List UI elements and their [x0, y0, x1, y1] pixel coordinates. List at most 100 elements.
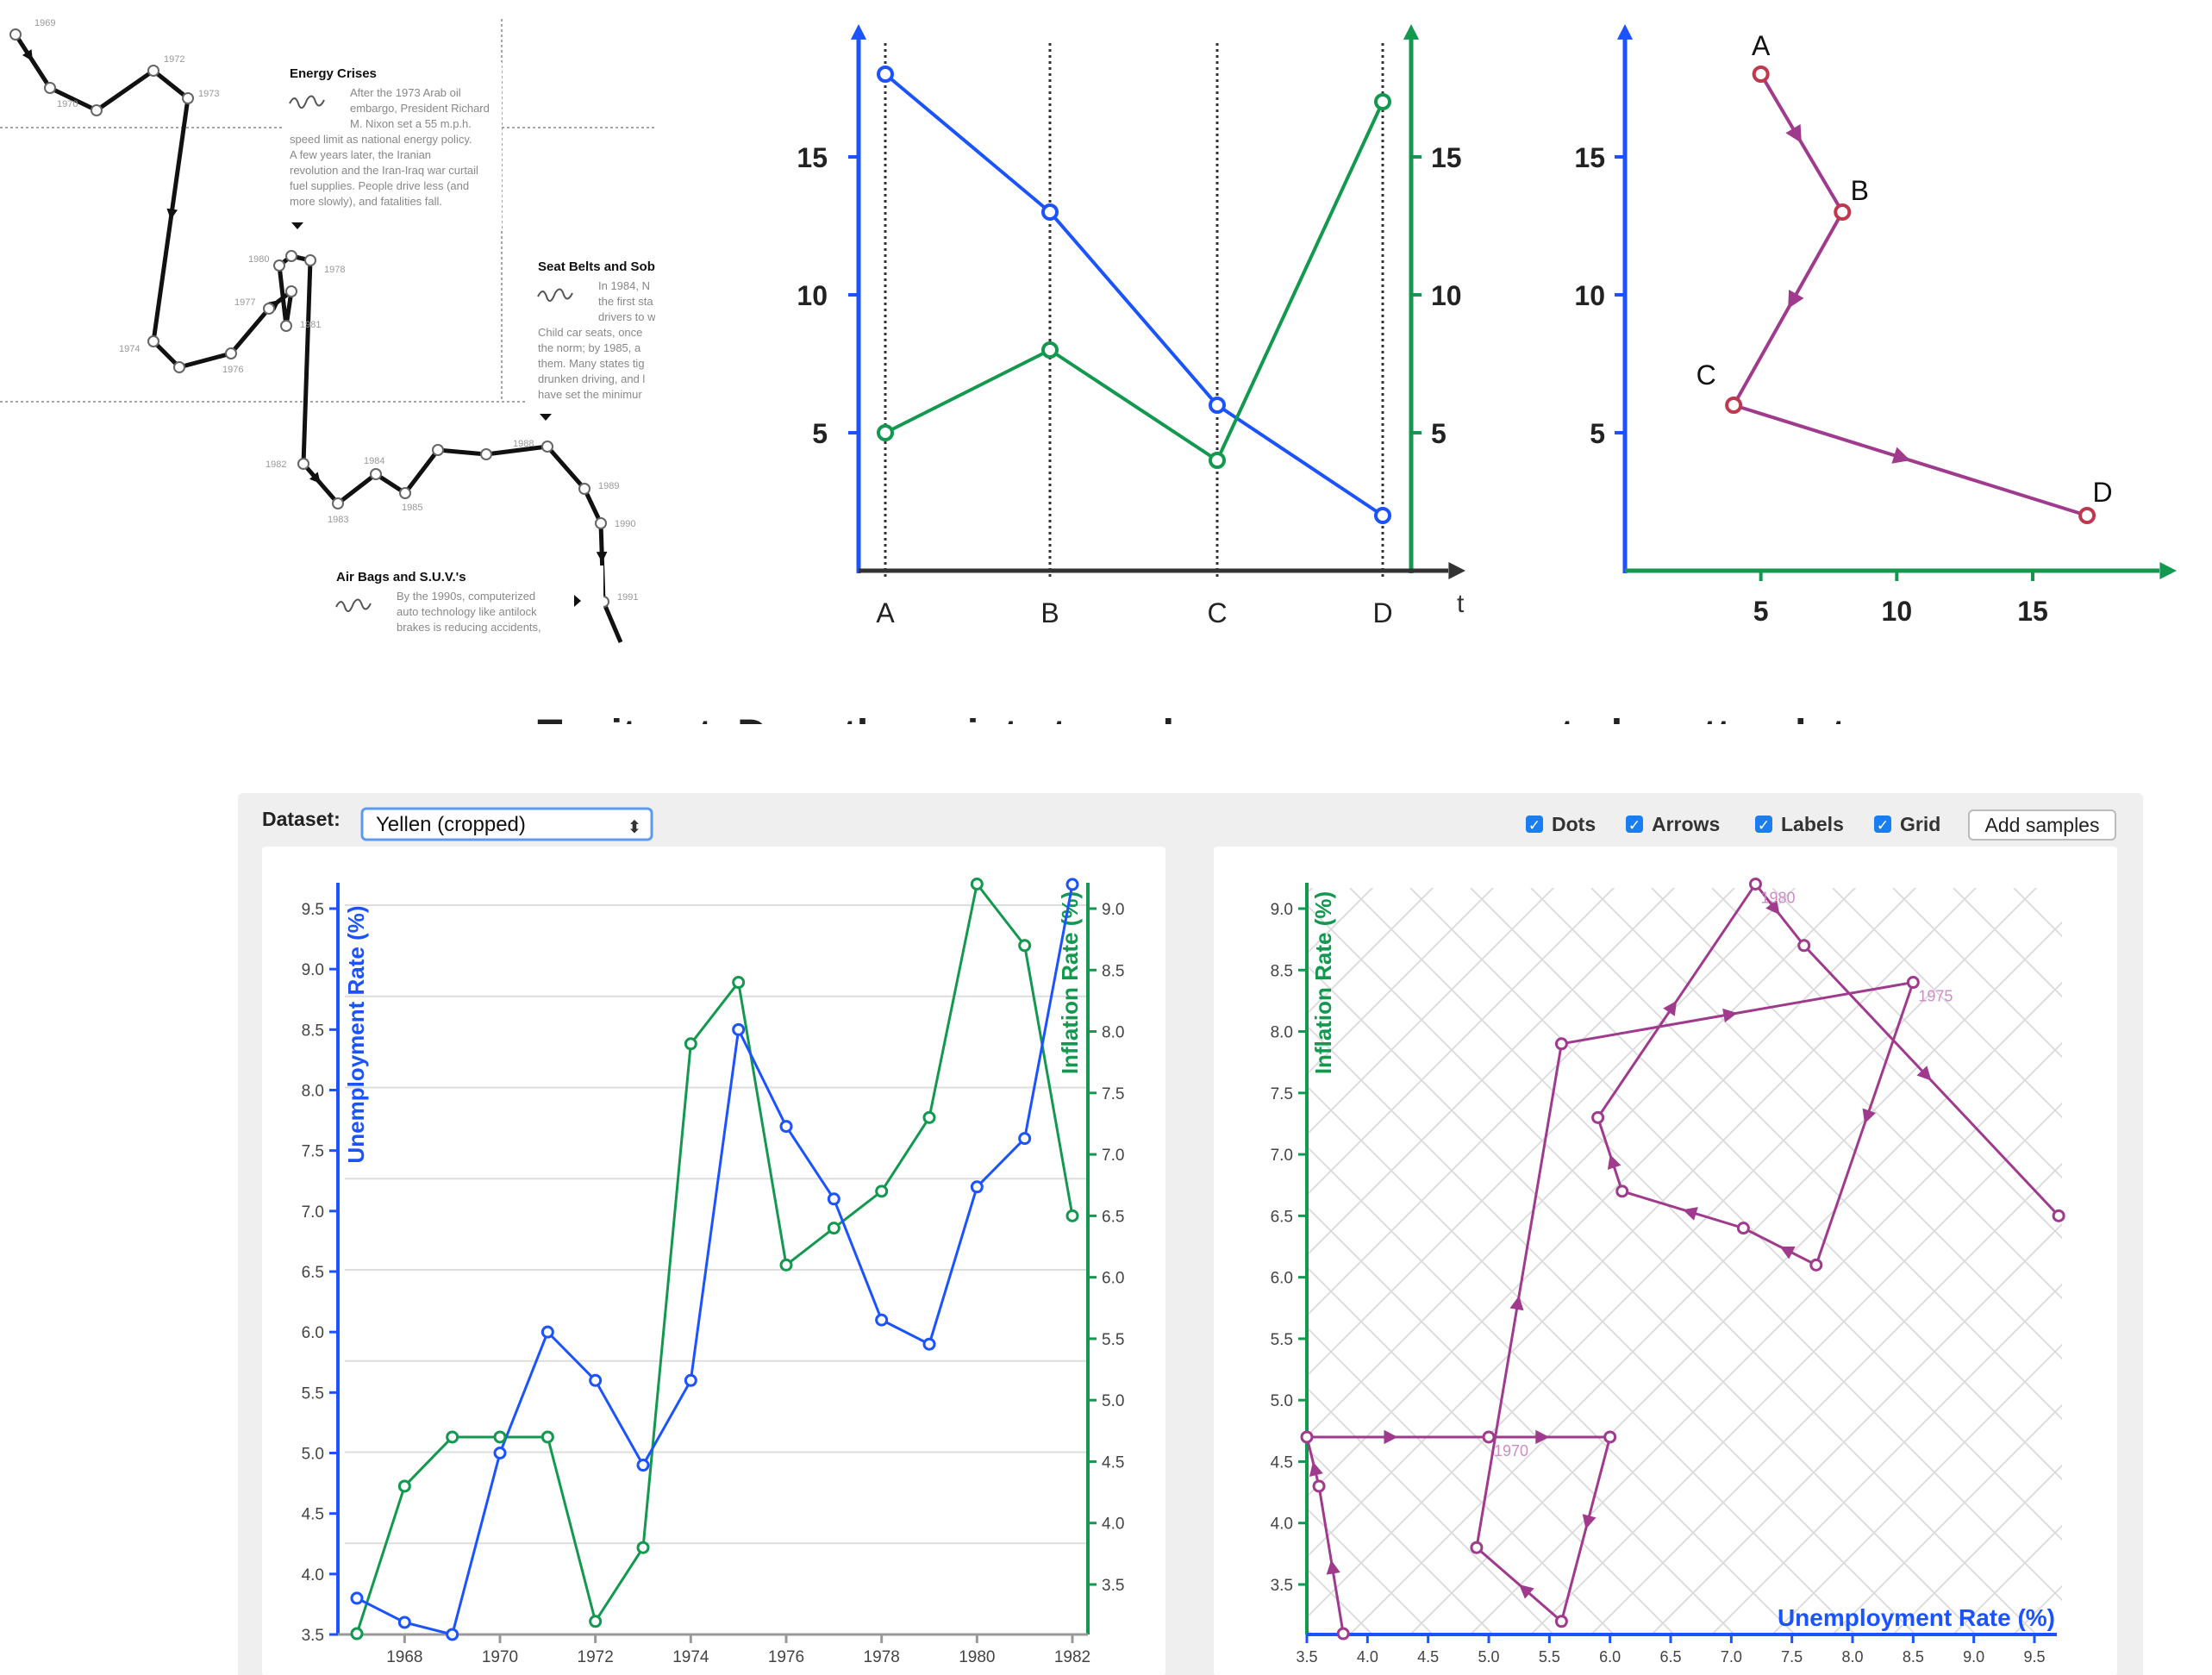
nyt-year-dot [578, 483, 590, 495]
add-samples-button[interactable]: Add samples [1968, 809, 2116, 841]
unemployment-point [875, 1313, 889, 1327]
blue-series-point [1209, 397, 1226, 414]
diagonal-gridline [1530, 1102, 2062, 1634]
right-tick-label: 4.0 [1102, 1516, 1124, 1534]
diagonal-gridline [1832, 1403, 2062, 1634]
nyt-year-label: 1973 [198, 89, 219, 99]
nyt-year-dot [370, 468, 382, 480]
check-icon: ✓ [1758, 817, 1770, 834]
scatter-point [1300, 1430, 1314, 1444]
unemployment-point [1018, 1132, 1032, 1146]
diagonal-gridline [1307, 888, 1434, 1016]
nyt-year-label: 1969 [34, 18, 55, 28]
direction-arrow [1765, 899, 1780, 916]
diagonal-gridline [1470, 888, 2062, 1481]
dataset-select[interactable]: Yellen (cropped) ⬍ [360, 807, 653, 841]
green-series-point [1041, 341, 1059, 359]
green-series-line [884, 101, 1384, 463]
y-tick-label: 9.0 [1271, 901, 1293, 919]
timeseries-card [262, 847, 1165, 1675]
inflation-point [1018, 939, 1032, 953]
inflation-point [350, 1627, 364, 1641]
grid-checkbox[interactable]: ✓ Grid [1874, 813, 1940, 835]
nyt-year-label: 1972 [164, 54, 184, 65]
diagonal-gridline [1307, 888, 1857, 1438]
diagonal-gridline [1307, 1507, 1434, 1634]
category-label: C [1207, 597, 1227, 628]
heading-crop-mask [241, 724, 2207, 769]
x-tick-label: 5.5 [1539, 1648, 1560, 1666]
left-tick-label: 8.5 [302, 1022, 324, 1040]
x-tick-label: 8.5 [1903, 1648, 1924, 1666]
arrows-checkbox[interactable]: ✓ Arrows [1626, 813, 1720, 835]
squiggle-icon [289, 95, 325, 109]
nyt-year-dot [273, 259, 285, 272]
left-tick-label: 6.5 [302, 1264, 324, 1282]
nyt-note-line: revolution and the Iran-Iraq war curtail [290, 164, 478, 177]
x-tick-label: 1970 [482, 1648, 518, 1666]
x-tick-label: 9.5 [2023, 1648, 2045, 1666]
nyt-annotations: Energy Crises After the 1973 Arab oil emba… [283, 0, 690, 655]
time-axis-label: t [1457, 590, 1465, 618]
inflation-point [541, 1430, 554, 1444]
right-tick-label: 8.5 [1102, 962, 1124, 980]
connected-point [2078, 507, 2096, 524]
nyt-year-dot [173, 361, 185, 373]
direction-arrow [1779, 1246, 1796, 1259]
left-tick-label: 4.0 [302, 1566, 324, 1584]
unemployment-point [827, 1192, 840, 1206]
diagonal-gridline [1651, 1222, 2062, 1634]
nyt-year-dot [280, 320, 292, 332]
x-tick-label: 1980 [959, 1648, 995, 1666]
diagonal-gridline [1307, 888, 1676, 1257]
nyt-year-dot [9, 28, 22, 41]
labels-checkbox[interactable]: ✓ Labels [1755, 813, 1844, 835]
inflation-series-line [355, 880, 1074, 1634]
nyt-trend-line-tail [601, 601, 623, 643]
nyt-year-dot [541, 441, 553, 453]
connected-point [1834, 203, 1852, 221]
left-tick-label: 9.0 [302, 961, 324, 979]
check-icon: ✓ [1628, 817, 1640, 834]
nyt-note-line: them. Many states tig [538, 357, 645, 370]
nyt-direction-arrow [166, 208, 178, 220]
unemployment-point [922, 1337, 936, 1351]
nyt-year-dot [263, 303, 275, 315]
nyt-direction-arrow [596, 551, 608, 563]
scatter-point [2052, 1209, 2065, 1222]
nyt-year-label: 1976 [222, 365, 243, 375]
nyt-year-label: 1980 [248, 254, 269, 265]
diagonal-gridline [1307, 1084, 1857, 1634]
grid-label: Grid [1900, 813, 1940, 835]
blue-series-point [1041, 203, 1059, 221]
inflation-point [397, 1479, 411, 1493]
nyt-direction-arrow [309, 472, 321, 484]
x-tick-label: 1976 [768, 1648, 804, 1666]
caret-down-icon [291, 222, 303, 229]
nyt-year-dot [91, 104, 103, 116]
direction-arrow [1891, 447, 1911, 464]
direction-arrow [1582, 1514, 1597, 1529]
diagonal-gridline [1307, 888, 1555, 1136]
squiggle-icon [537, 288, 573, 303]
nyt-note-line: In 1984, N [598, 279, 650, 292]
green-series-point [1209, 452, 1226, 469]
diagonal-gridline [1307, 1145, 1796, 1634]
category-label: B [1040, 597, 1059, 628]
nyt-note-line: speed limit as national energy policy. [290, 133, 472, 146]
left-tick-label: 9.5 [302, 901, 324, 919]
x-tick-label: 1968 [386, 1648, 422, 1666]
scatter-point [1906, 976, 1920, 990]
blue-series-point [877, 66, 894, 83]
scatter-point [1482, 1430, 1496, 1444]
diagonal-gridline [1771, 1343, 2062, 1634]
x-tick-label: 6.5 [1659, 1648, 1681, 1666]
dots-checkbox[interactable]: ✓ Dots [1526, 813, 1596, 835]
unemployment-point [970, 1180, 984, 1194]
nyt-year-dot [44, 82, 56, 94]
category-label: D [1372, 597, 1392, 628]
right-tick-label: 4.5 [1102, 1453, 1124, 1472]
scatter-point [1748, 877, 1762, 891]
connected-point [1752, 66, 1770, 83]
x-tick-label: 8.0 [1841, 1648, 1863, 1666]
